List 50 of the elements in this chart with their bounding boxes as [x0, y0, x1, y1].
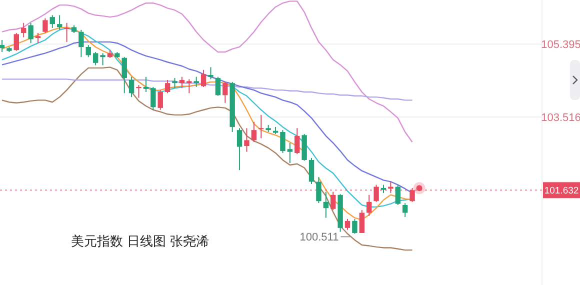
candlestick: [0, 39, 5, 53]
candlestick: [28, 22, 34, 44]
candlestick: [35, 32, 41, 44]
candlestick: [164, 79, 170, 94]
candlestick: [50, 14, 55, 28]
candlestick: [100, 52, 106, 66]
candlestick: [402, 202, 408, 218]
candlestick: [122, 56, 127, 94]
candlestick: [179, 76, 185, 89]
candlestick: [323, 191, 329, 218]
candlestick: [14, 32, 19, 52]
candlestick: [158, 90, 163, 110]
candlestick: [352, 218, 358, 234]
annotation: 100.511: [300, 232, 339, 244]
candlestick: [294, 128, 300, 155]
candlestick: [344, 218, 350, 230]
candlestick: [215, 76, 221, 96]
candlestick: [395, 184, 400, 206]
candlestick: [208, 66, 214, 80]
candlestick: [56, 14, 62, 30]
ref-line-label: 101.632: [544, 186, 579, 197]
candlestick: [222, 81, 228, 104]
candlestick: [244, 128, 250, 152]
candlestick: [287, 142, 293, 164]
candlestick: [128, 76, 134, 98]
candlestick: [236, 128, 242, 171]
candlestick: [251, 121, 257, 143]
candlestick: [42, 18, 48, 34]
candlestick: [366, 194, 372, 216]
text: 美元指数 日线图 张尧浠: [70, 234, 210, 250]
candlestick: [20, 22, 26, 38]
candlestick: [186, 78, 192, 94]
candlestick: [143, 76, 149, 93]
candlestick: [136, 84, 142, 98]
candlestick: [280, 130, 286, 154]
candlestick: [330, 191, 336, 211]
candlestick: [194, 76, 199, 88]
candlestick: [200, 69, 206, 88]
line-series: [1, 0, 413, 143]
candlestick: [78, 29, 84, 58]
candlestick: [359, 210, 364, 234]
candlestick: [86, 44, 91, 58]
candlestick: [150, 86, 156, 110]
line-series: [1, 66, 413, 251]
candlestick: [172, 78, 178, 89]
candlestick: [316, 176, 322, 204]
candlestick: [258, 114, 264, 139]
candlestick: [308, 158, 314, 185]
candlestick: [92, 52, 98, 66]
candlestick: [64, 22, 70, 42]
